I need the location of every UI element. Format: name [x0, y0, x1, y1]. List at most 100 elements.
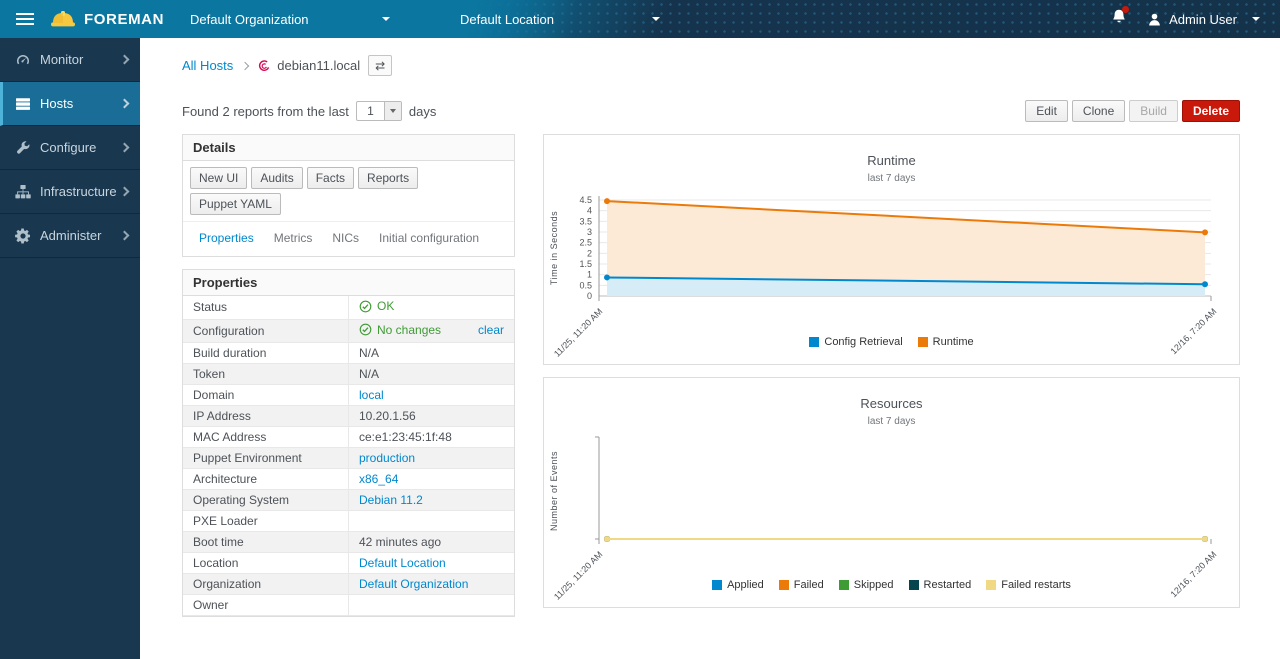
- property-value-link[interactable]: x86_64: [359, 472, 399, 486]
- property-label: Boot time: [183, 531, 349, 553]
- property-label: Status: [183, 296, 349, 320]
- property-label: Operating System: [183, 489, 349, 511]
- legend-item-skipped[interactable]: Skipped: [838, 579, 894, 591]
- tab-metrics[interactable]: Metrics: [273, 231, 313, 245]
- chart-title: Runtime: [867, 153, 916, 168]
- notification-badge: [1122, 6, 1130, 13]
- property-value-link[interactable]: Debian 11.2: [359, 493, 423, 507]
- legend-label: Failed: [793, 579, 824, 591]
- clear-link[interactable]: clear: [477, 322, 504, 337]
- properties-card: Properties Status OK Configuration No chang…: [182, 269, 515, 617]
- check-circle-icon: No changes: [359, 323, 441, 337]
- svg-text:Number of Events: Number of Events: [549, 451, 559, 531]
- main-content: All Hosts debian11.local ⇄ Found 2 repor…: [140, 0, 1280, 617]
- location-dropdown[interactable]: Default Location: [460, 12, 661, 27]
- edit-button[interactable]: Edit: [1025, 100, 1068, 122]
- legend-swatch-icon: [908, 580, 919, 590]
- property-label: Location: [183, 552, 349, 574]
- property-row-puppet-environment: Puppet Environment production: [183, 447, 514, 469]
- legend-item-runtime[interactable]: Runtime: [917, 336, 974, 348]
- property-row-status: Status OK: [183, 296, 514, 320]
- property-row-boot-time: Boot time 42 minutes ago: [183, 531, 514, 553]
- property-row-domain: Domain local: [183, 384, 514, 406]
- debian-os-icon: [257, 59, 271, 73]
- property-value-link[interactable]: local: [359, 388, 384, 402]
- property-label: PXE Loader: [183, 510, 349, 532]
- chevron-right-icon: [119, 230, 130, 241]
- legend-swatch-icon: [986, 580, 997, 590]
- property-value: [359, 598, 362, 612]
- chevron-right-icon: [241, 61, 250, 70]
- host-details-column: Details New UI Audits Facts Reports Puppet Y…: [182, 134, 515, 617]
- legend-item-restarted[interactable]: Restarted: [908, 579, 971, 591]
- properties-table: Status OK Configuration No changes clear Buil…: [183, 296, 514, 616]
- puppet-yaml-button[interactable]: Puppet YAML: [190, 193, 281, 215]
- tab-nics[interactable]: NICs: [332, 231, 360, 245]
- property-value-link[interactable]: Default Organization: [359, 577, 469, 591]
- svg-text:Time in Seconds: Time in Seconds: [549, 211, 559, 285]
- svg-text:12/16, 7:20 AM: 12/16, 7:20 AM: [1169, 306, 1219, 356]
- user-name: Admin User: [1169, 11, 1237, 27]
- chevron-right-icon: [119, 186, 130, 197]
- property-row-ip-address: IP Address 10.20.1.56: [183, 405, 514, 427]
- host-switcher-button[interactable]: ⇄: [368, 55, 393, 76]
- details-card: Details New UI Audits Facts Reports Puppet Y…: [182, 134, 515, 257]
- runtime-chart-card: Runtime last 7 days 0 0.5 1 1.5 2 2.5 3 3.5 4 4.5 Ti…: [543, 134, 1240, 365]
- property-label: Configuration: [183, 319, 349, 343]
- property-value: No changes: [377, 322, 442, 337]
- legend-item-failed[interactable]: Failed: [778, 579, 824, 591]
- property-row-build-duration: Build duration N/A: [183, 342, 514, 364]
- server-icon: [15, 96, 31, 112]
- sidebar-item-label: Monitor: [40, 52, 84, 67]
- chevron-down-icon: [652, 17, 661, 21]
- legend-item-failed-restarts[interactable]: Failed restarts: [986, 579, 1071, 591]
- tab-initial-configuration[interactable]: Initial configuration: [379, 231, 480, 245]
- legend-item-config-retrieval[interactable]: Config Retrieval: [809, 336, 903, 348]
- runtime-chart-legend: Config Retrieval Runtime: [544, 336, 1239, 348]
- property-value-link[interactable]: production: [359, 451, 416, 465]
- chart-subtitle: last 7 days: [867, 416, 916, 427]
- legend-swatch-icon: [712, 580, 723, 590]
- property-label: Domain: [183, 384, 349, 406]
- new-ui-button[interactable]: New UI: [190, 167, 248, 189]
- user-icon: [1147, 12, 1162, 27]
- chevron-down-icon: [383, 102, 401, 120]
- legend-swatch-icon: [838, 580, 849, 590]
- days-select[interactable]: 1: [355, 101, 402, 121]
- user-menu[interactable]: Admin User: [1147, 12, 1260, 27]
- facts-button[interactable]: Facts: [306, 167, 355, 189]
- notifications-button[interactable]: [1111, 6, 1130, 30]
- svg-text:3.5: 3.5: [579, 216, 592, 226]
- bell-icon: [1111, 8, 1127, 25]
- clone-button[interactable]: Clone: [1071, 100, 1126, 122]
- property-label: Organization: [183, 573, 349, 595]
- hamburger-menu-icon[interactable]: [0, 13, 50, 25]
- sidebar-item-configure[interactable]: Configure: [0, 126, 140, 170]
- svg-text:1: 1: [587, 270, 592, 280]
- svg-text:4.5: 4.5: [579, 195, 592, 205]
- property-value: N/A: [359, 367, 380, 381]
- chart-title: Resources: [860, 396, 923, 411]
- property-value: 42 minutes ago: [359, 535, 442, 549]
- chevron-right-icon: [119, 98, 130, 109]
- legend-swatch-icon: [809, 337, 820, 347]
- sidebar-item-administer[interactable]: Administer: [0, 214, 140, 258]
- legend-item-applied[interactable]: Applied: [712, 579, 764, 591]
- breadcrumb-all-hosts-link[interactable]: All Hosts: [182, 58, 234, 73]
- property-label: MAC Address: [183, 426, 349, 448]
- sidebar-item-infrastructure[interactable]: Infrastructure: [0, 170, 140, 214]
- navbar-right: Admin User: [1111, 6, 1280, 30]
- check-circle-icon: OK: [359, 299, 394, 313]
- tab-properties[interactable]: Properties: [199, 231, 254, 245]
- organization-dropdown[interactable]: Default Organization: [190, 12, 391, 27]
- foreman-brand: FOREMAN: [50, 9, 164, 29]
- property-value-link[interactable]: Default Location: [359, 556, 446, 570]
- chevron-right-icon: [119, 54, 130, 65]
- days-select-value: 1: [367, 104, 374, 118]
- sidebar-item-monitor[interactable]: Monitor: [0, 38, 140, 82]
- svg-text:11/25, 11:20 AM: 11/25, 11:20 AM: [552, 549, 604, 601]
- reports-button[interactable]: Reports: [358, 167, 419, 189]
- sidebar-item-hosts[interactable]: Hosts: [0, 82, 140, 126]
- delete-button[interactable]: Delete: [1181, 100, 1240, 122]
- audits-button[interactable]: Audits: [251, 167, 303, 189]
